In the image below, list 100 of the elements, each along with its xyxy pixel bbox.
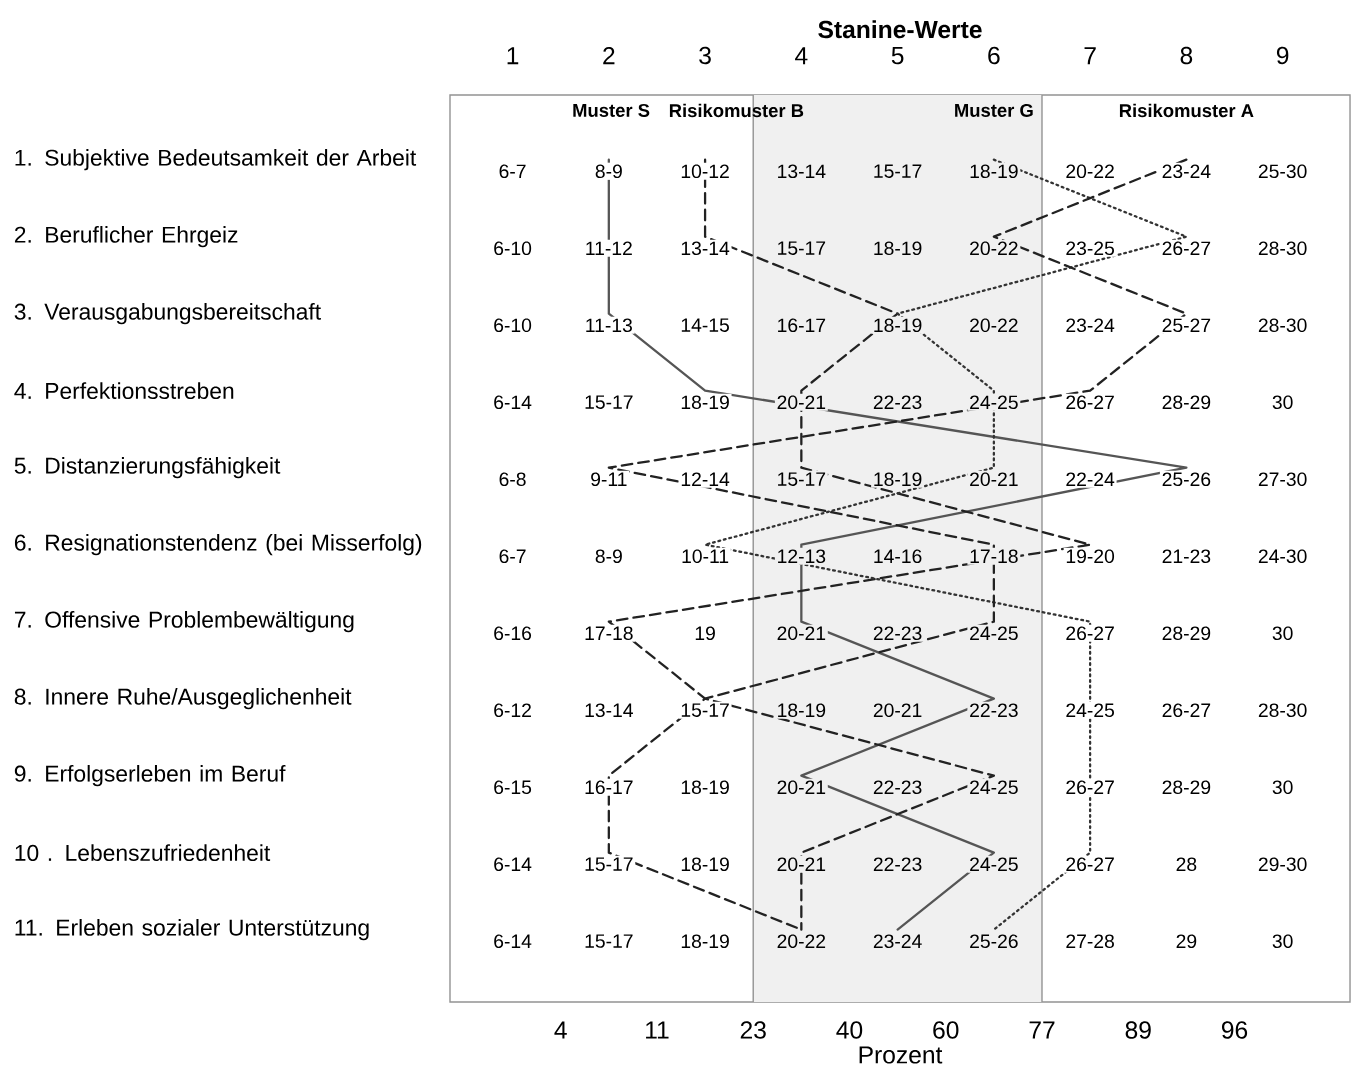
text: 89 (1125, 1021, 1151, 1039)
annotation: 28-30 (1258, 241, 1307, 256)
x-tick-label: 3 (699, 46, 711, 65)
y-tick-label: 10 . Lebenszufriedenheit (15, 844, 271, 862)
annotation: 29 (1176, 934, 1197, 949)
y-tick-label: 5. Distanzierungsfähigkeit (14, 457, 281, 479)
annotation: 20-21 (777, 857, 826, 872)
x-tick-label: 1 (507, 47, 519, 65)
annotation: 14-15 (681, 318, 729, 332)
annotation: 20-22 (1066, 164, 1114, 179)
x-tick-label: 9 (1276, 46, 1289, 65)
text: Muster S (573, 103, 650, 117)
annotation: 24-25 (1066, 703, 1114, 718)
annotation: 30 (1272, 934, 1293, 949)
annotation: 22-23 (873, 626, 922, 641)
y-tick-label: 9. Erfolgserleben im Beruf (14, 764, 286, 787)
annotation: 6-15 (494, 780, 532, 795)
annotation: 28-30 (1258, 318, 1307, 333)
y-tick-label: 6. Resignationstendenz (bei Misserfolg) (14, 534, 422, 556)
annotation: 11-12 (586, 241, 632, 255)
annotation: 24-30 (1258, 549, 1307, 564)
annotation: 18-19 (874, 318, 922, 333)
x-tick-label: 6 (988, 46, 1000, 65)
text: 11 (646, 1021, 669, 1039)
annotation: 6-7 (499, 164, 526, 179)
annotation: 20-22 (777, 934, 826, 949)
text: Prozent (859, 1046, 943, 1064)
annotation: 25-30 (1258, 164, 1307, 179)
text: 96 (1221, 1021, 1248, 1039)
y-tick-label: 11. Erleben sozialer Unterstützung (15, 918, 369, 941)
annotation: 26-27 (1066, 857, 1114, 872)
annotation: 26-27 (1162, 241, 1211, 256)
annotation: 20-22 (970, 318, 1018, 333)
annotation: 15-17 (585, 395, 633, 409)
annotation: 6-10 (494, 241, 532, 256)
x-axis-title: Stanine-Werte (818, 20, 982, 39)
annotation: 28-29 (1162, 395, 1211, 410)
annotation: 28 (1176, 857, 1197, 872)
annotation: 18-19 (970, 164, 1018, 179)
annotation: 29-30 (1258, 857, 1307, 872)
annotation: 19 (695, 626, 715, 641)
annotation: 26-27 (1066, 780, 1114, 795)
annotation: 18-19 (681, 857, 729, 872)
annotation: 21-23 (1162, 549, 1211, 564)
x-tick-label: 5 (891, 47, 904, 65)
text: 23 (740, 1021, 766, 1039)
annotation: 6-14 (494, 395, 532, 410)
annotation: 24-25 (970, 626, 1018, 641)
annotation: 6-16 (494, 626, 532, 641)
text: Muster G (955, 103, 1033, 117)
annotation: 22-23 (873, 857, 922, 872)
annotation: 27-30 (1258, 472, 1307, 487)
annotation: 18-19 (874, 241, 922, 256)
y-tick-label: 7. Offensive Problembewältigung (14, 611, 354, 633)
annotation: 18-19 (681, 780, 729, 795)
annotation: 25-26 (1162, 472, 1211, 487)
annotation: 15-17 (778, 241, 826, 255)
x-tick-label: 8 (1180, 46, 1193, 65)
annotation: 13-14 (585, 703, 633, 718)
annotation: 25-27 (1162, 318, 1211, 333)
annotation: 22-23 (970, 703, 1018, 718)
annotation: 6-10 (494, 318, 532, 333)
y-tick-label: 8. Innere Ruhe/Ausgeglichenheit (14, 687, 352, 710)
annotation: 20-21 (777, 780, 826, 795)
annotation: 12-13 (778, 549, 826, 564)
annotation: 23-24 (873, 934, 922, 949)
annotation: 19-20 (1066, 549, 1115, 564)
y-tick-label: 2. Beruflicher Ehrgeiz (14, 226, 238, 248)
annotation: 6-12 (494, 703, 531, 718)
annotation: 13-14 (681, 241, 730, 256)
annotation: 23-24 (1162, 164, 1211, 179)
annotation: 13-14 (778, 164, 826, 179)
y-tick-label: 3. Verausgabungsbereitschaft (14, 303, 321, 325)
annotation: 24-25 (970, 857, 1018, 872)
annotation: 15-17 (585, 934, 633, 948)
annotation: 17-18 (585, 626, 633, 641)
annotation: 20-21 (873, 703, 922, 718)
annotation: 28-29 (1162, 626, 1211, 641)
text: 60 (933, 1021, 959, 1039)
annotation: 30 (1272, 780, 1293, 795)
annotation: 15-17 (778, 472, 826, 486)
annotation: 6-14 (494, 857, 532, 872)
annotation: 22-23 (873, 395, 922, 410)
annotation: 12-14 (681, 472, 730, 486)
x-tick-label: 4 (795, 47, 808, 65)
annotation: 9-11 (591, 472, 627, 487)
annotation: 23-24 (1066, 318, 1115, 333)
annotation: 22-23 (873, 780, 922, 795)
annotation: 20-21 (777, 626, 826, 641)
annotation: 10-11 (682, 549, 729, 564)
text: 77 (1029, 1021, 1055, 1039)
annotation: 24-25 (970, 780, 1018, 795)
annotation: 18-19 (681, 395, 729, 410)
annotation: 26-27 (1066, 626, 1114, 641)
annotation: 28-30 (1258, 703, 1307, 718)
annotation: 15-17 (874, 164, 922, 178)
annotation: 18-19 (778, 703, 826, 718)
annotation: 6-7 (499, 549, 526, 564)
annotation: 6-14 (494, 934, 532, 949)
annotation: 26-27 (1162, 703, 1211, 718)
